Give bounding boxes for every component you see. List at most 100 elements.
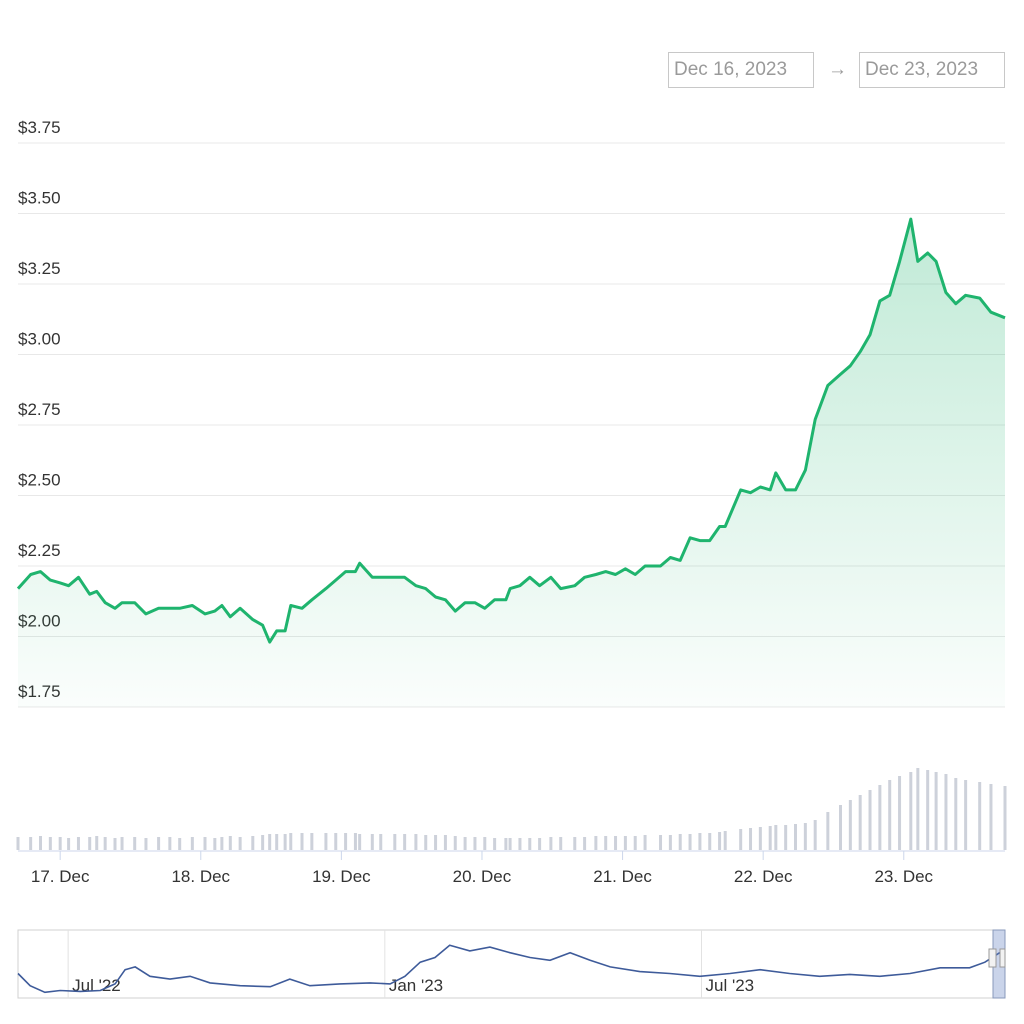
navigator-handle-right[interactable]	[999, 948, 1006, 968]
volume-bar	[300, 833, 304, 850]
volume-bar	[659, 835, 663, 850]
volume-bar	[559, 837, 563, 850]
volume-bar	[76, 837, 80, 850]
volume-bar	[120, 837, 124, 850]
volume-bar	[723, 831, 727, 850]
volume-bar	[934, 772, 938, 850]
volume-bar	[604, 836, 608, 850]
volume-bar	[178, 838, 182, 850]
y-tick-label: $3.50	[18, 189, 61, 208]
volume-bar	[203, 837, 207, 850]
volume-bar	[453, 836, 457, 850]
volume-bar	[826, 812, 830, 850]
navigator-frame	[17, 929, 1006, 999]
volume-bar	[324, 833, 328, 850]
volume-bar	[839, 805, 842, 850]
volume-bar	[504, 838, 508, 850]
volume-bar	[443, 835, 447, 850]
volume-bar	[643, 835, 647, 850]
range-from[interactable]: Dec 16, 2023	[668, 52, 814, 88]
volume-bar	[103, 837, 107, 850]
x-tick-label: 18. Dec	[171, 867, 230, 886]
y-tick-label: $3.25	[18, 259, 61, 278]
navigator-handle-left[interactable]	[988, 948, 997, 968]
volume-bar	[370, 834, 374, 850]
volume-bar	[29, 837, 33, 850]
volume-bar	[353, 833, 357, 850]
volume-bar	[549, 837, 553, 850]
volume-bar	[916, 768, 920, 850]
volume-bar	[909, 772, 913, 850]
volume-bar	[614, 836, 618, 850]
volume-bar	[633, 836, 637, 850]
volume-bar	[251, 836, 255, 850]
volume-bar	[989, 784, 993, 850]
area-fill	[18, 219, 1005, 707]
y-tick-label: $3.00	[18, 330, 61, 349]
volume-bar	[518, 838, 522, 850]
volume-bar	[275, 834, 279, 850]
volume-bar	[538, 838, 542, 850]
volume-bar	[784, 825, 788, 850]
volume-bar	[888, 780, 892, 850]
x-tick-label: 20. Dec	[453, 867, 512, 886]
volume-bar	[758, 827, 762, 850]
volume-bar	[483, 837, 487, 850]
volume-bar	[283, 834, 287, 850]
volume-bar	[848, 800, 852, 850]
y-tick-label: $2.50	[18, 471, 61, 490]
volume-bar	[774, 825, 778, 850]
volume-bar	[858, 795, 862, 850]
volume-bar	[688, 834, 692, 850]
volume-bar	[698, 833, 702, 850]
navigator-line	[17, 944, 1001, 994]
volume-bar	[268, 834, 272, 850]
navigator-tick-label: Jul '22	[72, 976, 121, 995]
volume-bar	[168, 837, 172, 850]
volume-bar	[228, 836, 232, 850]
volume-bar	[113, 838, 117, 850]
volume-bar	[749, 828, 753, 850]
volume-bar	[768, 826, 772, 850]
volume-bar	[133, 837, 137, 850]
volume-bar	[144, 838, 148, 850]
volume-bar	[794, 824, 798, 850]
volume-bar	[978, 782, 982, 850]
volume-bar	[954, 778, 958, 850]
navigator-tick-label: Jul '23	[706, 976, 755, 995]
x-tick-label: 23. Dec	[874, 867, 933, 886]
volume-bar	[594, 836, 598, 850]
volume-bar	[668, 835, 672, 850]
volume-bar	[344, 833, 348, 850]
volume-bar	[678, 834, 682, 850]
volume-bar	[38, 836, 42, 850]
volume-bar	[583, 837, 587, 850]
volume-bar	[944, 774, 948, 850]
volume-bar	[220, 837, 224, 850]
volume-bar	[473, 837, 477, 850]
volume-bar	[403, 834, 407, 850]
volume-bar	[190, 837, 194, 850]
volume-bar	[573, 837, 577, 850]
volume-bar	[310, 833, 314, 850]
volume-bar	[88, 837, 92, 850]
volume-bar	[67, 838, 71, 850]
volume-bar	[379, 834, 383, 850]
y-tick-label: $2.25	[18, 541, 61, 560]
volume-bar	[718, 832, 722, 850]
volume-bar	[434, 835, 438, 850]
volume-bar	[48, 837, 52, 850]
volume-bar	[358, 834, 362, 850]
x-tick-label: 17. Dec	[31, 867, 90, 886]
volume-bar	[508, 838, 512, 850]
volume-bar	[1003, 786, 1007, 850]
volume-bar	[878, 785, 882, 850]
volume-bar	[393, 834, 397, 850]
volume-bar	[926, 770, 930, 850]
volume-bar	[868, 790, 872, 850]
volume-bar	[898, 776, 902, 850]
volume-bar	[493, 838, 497, 850]
range-to[interactable]: Dec 23, 2023	[859, 52, 1005, 88]
